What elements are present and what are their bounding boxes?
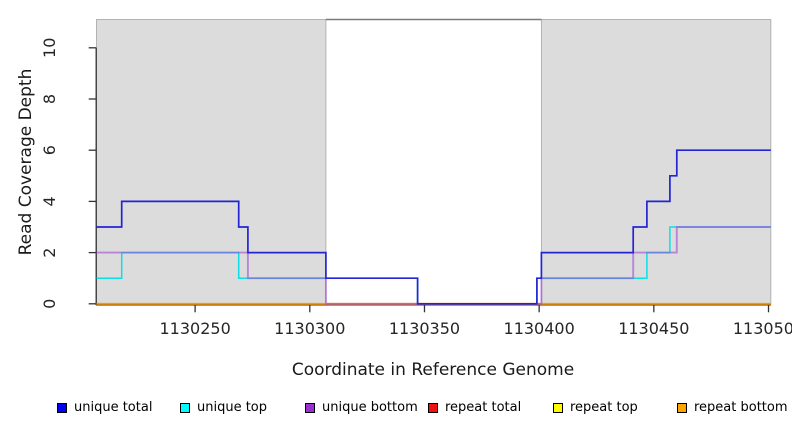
y-tick-label: 8 [40,94,59,104]
legend-label: unique top [197,400,268,415]
legend-item-unique-bottom: unique bottom [305,400,418,416]
legend-item-repeat-top: repeat top [553,400,638,416]
shaded-repeat-region [96,19,327,306]
y-tick-label: 4 [40,196,59,206]
y-tick-label: 2 [40,248,59,258]
legend-item-unique-top: unique top [180,400,267,416]
legend-swatch-unique-total [57,403,67,413]
legend-label: unique bottom [322,400,418,415]
legend-swatch-unique-bottom [305,403,315,413]
plot-content: 1130250 1130300 1130350 1130400 1130450 11305… [40,18,792,338]
legend-swatch-repeat-top [553,403,563,413]
x-tick-label: 1130350 [389,319,460,338]
legend-label: unique total [74,400,153,415]
x-tick-label: 1130250 [159,319,230,338]
legend-swatch-repeat-bottom [677,403,687,413]
series-unique-total [96,149,771,305]
x-tick-label: 1130400 [504,319,575,338]
y-tick-label: 10 [40,38,59,58]
legend-label: repeat bottom [694,400,788,415]
coverage-plot: 1130250 1130300 1130350 1130400 1130450 11305… [16,18,792,380]
legend-swatch-unique-top [180,403,190,413]
plot-legend: unique total unique top unique bottom repea… [0,400,792,420]
x-axis-title: Coordinate in Reference Genome [292,360,574,380]
legend-label: repeat top [570,400,638,415]
shaded-repeat-region [540,19,772,306]
y-tick-label: 6 [40,145,59,155]
x-tick-label: 1130450 [618,319,689,338]
legend-item-repeat-total: repeat total [428,400,521,416]
legend-label: repeat total [445,400,522,415]
legend-swatch-repeat-total [428,403,438,413]
legend-item-unique-total: unique total [57,400,152,416]
y-axis-title: Read Coverage Depth [16,69,36,256]
legend-item-repeat-bottom: repeat bottom [677,400,788,416]
x-tick-label: 1130300 [274,319,345,338]
series-unique-bottom [96,226,771,305]
y-tick-label: 0 [40,299,59,309]
